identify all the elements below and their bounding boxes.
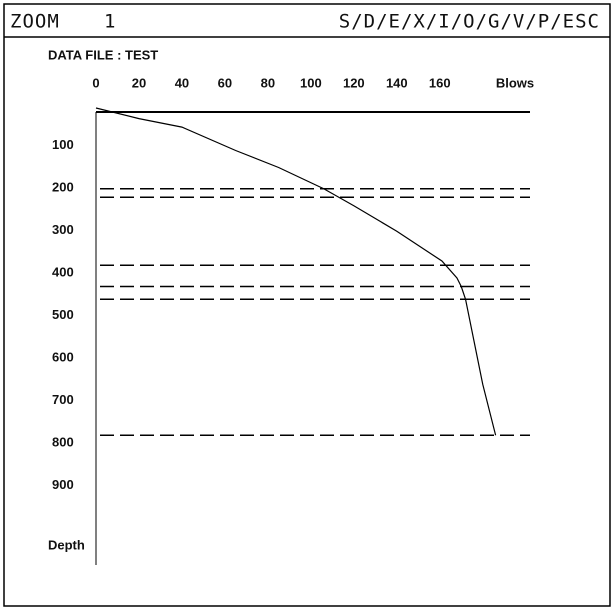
x-tick-label: 120 [343, 75, 365, 90]
x-tick-label: 160 [429, 75, 451, 90]
x-tick-label: 40 [175, 75, 189, 90]
x-tick-label: 100 [300, 75, 322, 90]
file-label: DATA FILE : TEST [48, 47, 158, 62]
penetration-curve [95, 107, 497, 436]
y-tick-label: 600 [52, 349, 74, 364]
x-tick-label: 20 [132, 75, 146, 90]
x-tick-label: 140 [386, 75, 408, 90]
y-tick-label: 900 [52, 477, 74, 492]
y-tick-label: 800 [52, 434, 74, 449]
y-tick-label: 200 [52, 179, 74, 194]
x-tick-label: 0 [92, 75, 99, 90]
y-tick-label: 100 [52, 137, 74, 152]
zoom-level: 1 [104, 11, 116, 33]
x-tick-label: 80 [261, 75, 275, 90]
x-axis-label: Blows [496, 75, 534, 90]
command-menu[interactable]: S/D/E/X/I/O/G/V/P/ESC [339, 11, 600, 33]
y-axis-label: Depth [48, 537, 85, 552]
x-tick-label: 60 [218, 75, 232, 90]
y-tick-label: 400 [52, 264, 74, 279]
y-tick-label: 300 [52, 222, 74, 237]
mode-label: ZOOM [10, 11, 60, 33]
y-tick-label: 500 [52, 307, 74, 322]
window-frame [3, 3, 611, 607]
y-tick-label: 700 [52, 392, 74, 407]
